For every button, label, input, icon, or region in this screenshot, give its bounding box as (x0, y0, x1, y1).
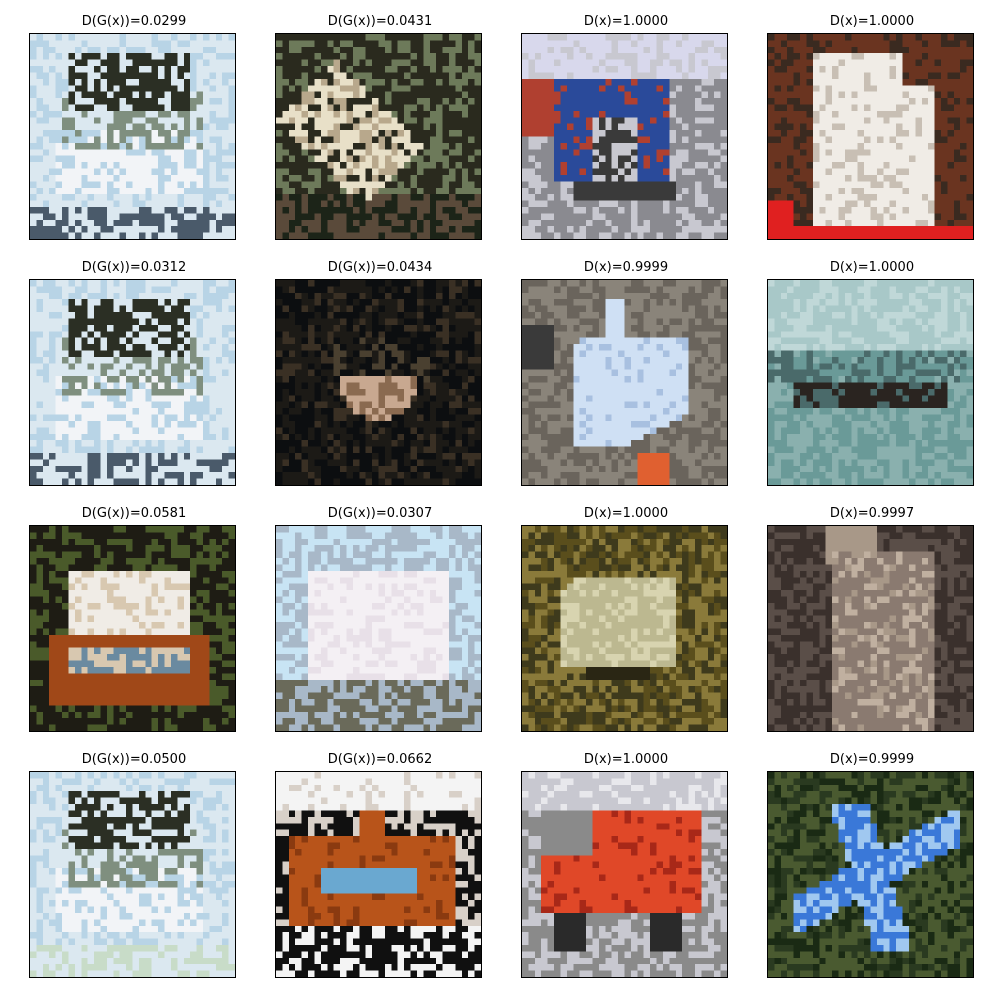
panel-image (767, 525, 974, 732)
panel-image (767, 771, 974, 978)
panel-title: D(G(x))=0.0662 (327, 752, 433, 767)
panel-image (29, 33, 236, 240)
panel-image (275, 33, 482, 240)
panel: D(G(x))=0.0312 (29, 246, 239, 486)
panel: D(x)=0.9999 (767, 738, 977, 978)
panel-image (521, 279, 728, 486)
panel-image (275, 279, 482, 486)
panel-title: D(G(x))=0.0299 (81, 14, 187, 29)
panel: D(x)=0.9999 (521, 246, 731, 486)
panel-title: D(G(x))=0.0581 (81, 506, 187, 521)
pixel-mosaic (768, 526, 973, 731)
panel-title: D(x)=1.0000 (829, 14, 915, 29)
panel-title: D(G(x))=0.0434 (327, 260, 433, 275)
panel: D(G(x))=0.0434 (275, 246, 485, 486)
panel-image (521, 525, 728, 732)
panel: D(G(x))=0.0299 (29, 0, 239, 240)
panel-title: D(x)=1.0000 (583, 506, 669, 521)
panel: D(x)=0.9997 (767, 492, 977, 732)
panel-image (767, 279, 974, 486)
panel-title: D(x)=1.0000 (829, 260, 915, 275)
panel: D(x)=1.0000 (521, 738, 731, 978)
panel-title: D(x)=0.9999 (829, 752, 915, 767)
panel-title: D(x)=1.0000 (583, 752, 669, 767)
pixel-mosaic (30, 34, 235, 239)
pixel-mosaic (768, 34, 973, 239)
panel-title: D(G(x))=0.0431 (327, 14, 433, 29)
panel-image (275, 525, 482, 732)
pixel-mosaic (522, 280, 727, 485)
panel: D(x)=1.0000 (767, 0, 977, 240)
panel-title: D(G(x))=0.0500 (81, 752, 187, 767)
panel-image (521, 771, 728, 978)
panel: D(G(x))=0.0307 (275, 492, 485, 732)
panel: D(G(x))=0.0662 (275, 738, 485, 978)
pixel-mosaic (522, 772, 727, 977)
panel-title: D(x)=0.9999 (583, 260, 669, 275)
panel-image (521, 33, 728, 240)
panel: D(G(x))=0.0500 (29, 738, 239, 978)
panel-title: D(x)=1.0000 (583, 14, 669, 29)
pixel-mosaic (276, 772, 481, 977)
panel-image (29, 771, 236, 978)
panel-image (767, 33, 974, 240)
panel: D(G(x))=0.0581 (29, 492, 239, 732)
panel-image (275, 771, 482, 978)
pixel-mosaic (276, 280, 481, 485)
pixel-mosaic (276, 34, 481, 239)
pixel-mosaic (768, 280, 973, 485)
panel-title: D(G(x))=0.0307 (327, 506, 433, 521)
panel-title: D(x)=0.9997 (829, 506, 915, 521)
panel-image (29, 525, 236, 732)
pixel-mosaic (522, 526, 727, 731)
panel: D(x)=1.0000 (767, 246, 977, 486)
pixel-mosaic (30, 526, 235, 731)
pixel-mosaic (522, 34, 727, 239)
pixel-mosaic (276, 526, 481, 731)
pixel-mosaic (30, 772, 235, 977)
pixel-mosaic (768, 772, 973, 977)
pixel-mosaic (30, 280, 235, 485)
panel: D(x)=1.0000 (521, 492, 731, 732)
panel: D(G(x))=0.0431 (275, 0, 485, 240)
panel: D(x)=1.0000 (521, 0, 731, 240)
panel-image (29, 279, 236, 486)
panel-title: D(G(x))=0.0312 (81, 260, 187, 275)
